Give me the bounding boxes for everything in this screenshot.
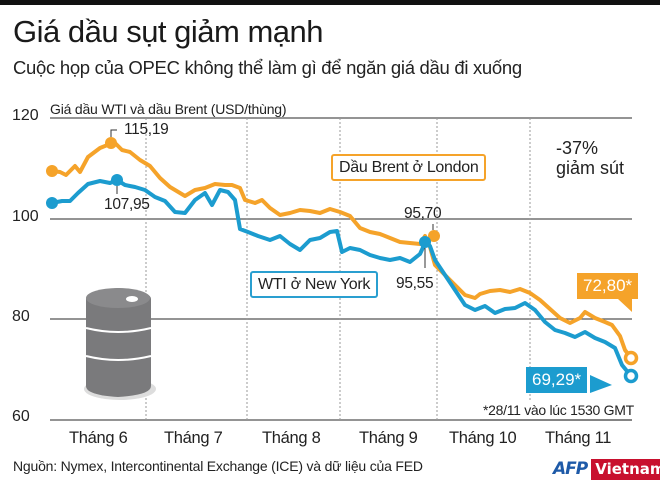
change-label: giảm sút <box>556 158 625 178</box>
legend-brent: Dầu Brent ở London <box>331 154 487 181</box>
brent-peak-marker <box>105 137 117 149</box>
wti-peak-label: 107,95 <box>104 196 150 213</box>
wti-callout-tail <box>590 375 612 393</box>
x-tick-thang-9: Tháng 9 <box>359 429 418 447</box>
wti-sep-marker <box>419 236 431 248</box>
oil-barrel-icon <box>84 288 156 400</box>
x-tick-thang-11: Tháng 11 <box>545 429 612 447</box>
change-annotation: -37% giảm sút <box>556 138 624 178</box>
brent-line <box>51 140 633 360</box>
x-tick-thang-10: Tháng 10 <box>449 429 517 447</box>
brent-callout-tail <box>618 299 632 312</box>
brent-last-callout: 72,80* <box>577 273 639 299</box>
top-bar <box>0 0 660 5</box>
wti-line <box>51 178 633 378</box>
afp-logo: AFP <box>553 459 588 479</box>
y-tick-100: 100 <box>12 208 39 225</box>
y-tick-120: 120 <box>12 107 39 124</box>
y-tick-60: 60 <box>12 408 30 425</box>
page-subtitle: Cuộc họp của OPEC không thể làm gì để ng… <box>13 57 522 78</box>
vietnamplus-logo: Vietnam+ <box>591 458 660 480</box>
brent-start-marker <box>46 165 58 177</box>
page-title: Giá dầu sụt giảm mạnh <box>13 14 324 49</box>
legend-wti: WTI ở New York <box>250 271 379 298</box>
x-tick-thang-8: Tháng 8 <box>262 429 321 447</box>
afp-vietnamplus-logo: AFP Vietnam+ <box>553 458 660 480</box>
wti-last-callout: 69,29* <box>526 367 588 393</box>
month-separators <box>145 118 531 420</box>
source-note: Nguồn: Nymex, Intercontinental Exchange … <box>13 458 423 474</box>
wti-sep-label: 95,55 <box>396 275 434 292</box>
brent-sep-marker <box>428 230 440 242</box>
x-tick-thang-7: Tháng 7 <box>164 429 223 447</box>
x-tick-thang-6: Tháng 6 <box>69 429 128 447</box>
wti-start-marker <box>46 197 58 209</box>
brent-sep-label: 95,70 <box>404 205 442 222</box>
wti-last-marker <box>623 368 639 384</box>
wti-peak-marker <box>111 174 123 186</box>
footnote: *28/11 vào lúc 1530 GMT <box>483 402 634 418</box>
y-axis-unit-label: Giá dầu WTI và dầu Brent (USD/thùng) <box>50 101 287 117</box>
brent-peak-label: 115,19 <box>124 121 169 138</box>
brent-last-marker <box>623 350 639 366</box>
change-percent: -37% <box>556 138 599 158</box>
y-tick-80: 80 <box>12 308 30 325</box>
